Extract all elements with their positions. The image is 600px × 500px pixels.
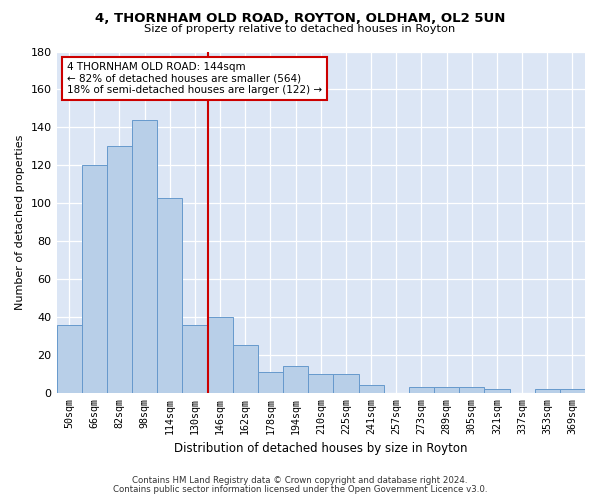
Text: Contains HM Land Registry data © Crown copyright and database right 2024.: Contains HM Land Registry data © Crown c… bbox=[132, 476, 468, 485]
Bar bbox=[82, 166, 107, 393]
Bar bbox=[560, 389, 585, 393]
Text: Contains public sector information licensed under the Open Government Licence v3: Contains public sector information licen… bbox=[113, 485, 487, 494]
X-axis label: Distribution of detached houses by size in Royton: Distribution of detached houses by size … bbox=[174, 442, 467, 455]
Text: 4 THORNHAM OLD ROAD: 144sqm
← 82% of detached houses are smaller (564)
18% of se: 4 THORNHAM OLD ROAD: 144sqm ← 82% of det… bbox=[67, 62, 322, 95]
Bar bbox=[56, 324, 82, 393]
Text: 4, THORNHAM OLD ROAD, ROYTON, OLDHAM, OL2 5UN: 4, THORNHAM OLD ROAD, ROYTON, OLDHAM, OL… bbox=[95, 12, 505, 26]
Bar bbox=[107, 146, 132, 393]
Bar bbox=[208, 317, 233, 393]
Bar bbox=[308, 374, 334, 393]
Bar bbox=[283, 366, 308, 393]
Bar bbox=[258, 372, 283, 393]
Y-axis label: Number of detached properties: Number of detached properties bbox=[15, 134, 25, 310]
Bar bbox=[132, 120, 157, 393]
Bar bbox=[233, 346, 258, 393]
Bar bbox=[409, 387, 434, 393]
Bar bbox=[359, 385, 383, 393]
Bar bbox=[459, 387, 484, 393]
Bar bbox=[434, 387, 459, 393]
Bar bbox=[484, 389, 509, 393]
Bar bbox=[334, 374, 359, 393]
Bar bbox=[535, 389, 560, 393]
Text: Size of property relative to detached houses in Royton: Size of property relative to detached ho… bbox=[145, 24, 455, 34]
Bar bbox=[182, 324, 208, 393]
Bar bbox=[157, 198, 182, 393]
